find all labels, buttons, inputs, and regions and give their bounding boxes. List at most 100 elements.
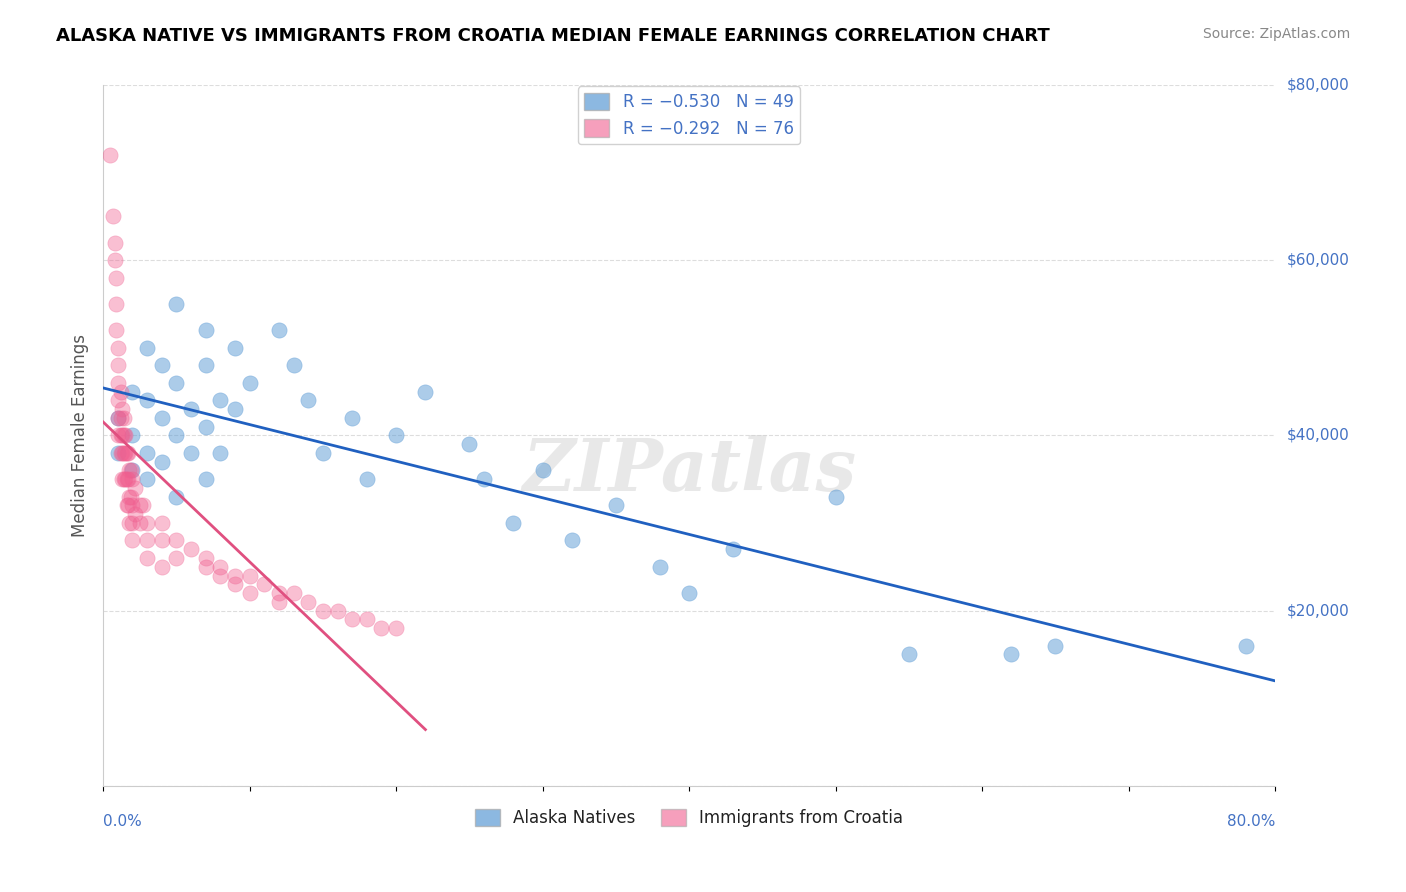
- Point: [267, 323, 290, 337]
- Point: [356, 472, 378, 486]
- Point: [605, 499, 627, 513]
- Point: [112, 428, 135, 442]
- Point: [136, 472, 159, 486]
- Point: [103, 210, 125, 224]
- Point: [150, 559, 173, 574]
- Point: [118, 463, 141, 477]
- Point: [239, 376, 262, 390]
- Point: [458, 437, 481, 451]
- Point: [124, 507, 146, 521]
- Point: [312, 604, 335, 618]
- Point: [121, 499, 143, 513]
- Text: $80,000: $80,000: [1286, 78, 1350, 93]
- Point: [110, 428, 132, 442]
- Point: [165, 490, 187, 504]
- Point: [312, 446, 335, 460]
- Point: [136, 533, 159, 548]
- Point: [111, 428, 134, 442]
- Point: [107, 359, 129, 373]
- Point: [165, 428, 187, 442]
- Legend: Alaska Natives, Immigrants from Croatia: Alaska Natives, Immigrants from Croatia: [468, 802, 910, 833]
- Point: [239, 568, 262, 582]
- Point: [283, 359, 305, 373]
- Point: [1045, 639, 1067, 653]
- Text: $20,000: $20,000: [1286, 603, 1350, 618]
- Point: [165, 551, 187, 566]
- Text: 80.0%: 80.0%: [1226, 814, 1275, 829]
- Point: [114, 472, 136, 486]
- Point: [283, 586, 305, 600]
- Point: [356, 612, 378, 626]
- Point: [267, 595, 290, 609]
- Point: [165, 376, 187, 390]
- Point: [128, 516, 150, 530]
- Point: [150, 410, 173, 425]
- Point: [150, 516, 173, 530]
- Point: [136, 516, 159, 530]
- Point: [209, 568, 232, 582]
- Point: [115, 499, 138, 513]
- Point: [180, 542, 202, 557]
- Text: ZIPatlas: ZIPatlas: [522, 435, 856, 506]
- Point: [111, 402, 134, 417]
- Point: [115, 446, 138, 460]
- Point: [1234, 639, 1257, 653]
- Point: [385, 428, 408, 442]
- Point: [253, 577, 276, 591]
- Point: [267, 586, 290, 600]
- Point: [105, 270, 128, 285]
- Point: [721, 542, 744, 557]
- Point: [209, 446, 232, 460]
- Point: [224, 568, 246, 582]
- Point: [104, 235, 127, 250]
- Point: [128, 499, 150, 513]
- Point: [340, 612, 363, 626]
- Point: [824, 490, 846, 504]
- Point: [678, 586, 700, 600]
- Point: [150, 533, 173, 548]
- Point: [297, 393, 319, 408]
- Point: [107, 410, 129, 425]
- Point: [502, 516, 524, 530]
- Point: [194, 419, 217, 434]
- Point: [118, 516, 141, 530]
- Point: [107, 428, 129, 442]
- Point: [107, 341, 129, 355]
- Point: [111, 472, 134, 486]
- Point: [121, 472, 143, 486]
- Point: [194, 472, 217, 486]
- Point: [110, 410, 132, 425]
- Point: [194, 551, 217, 566]
- Point: [105, 323, 128, 337]
- Point: [117, 472, 139, 486]
- Point: [124, 481, 146, 495]
- Point: [180, 446, 202, 460]
- Y-axis label: Median Female Earnings: Median Female Earnings: [72, 334, 89, 537]
- Point: [104, 253, 127, 268]
- Point: [1000, 648, 1022, 662]
- Text: Source: ZipAtlas.com: Source: ZipAtlas.com: [1202, 27, 1350, 41]
- Point: [117, 446, 139, 460]
- Point: [117, 499, 139, 513]
- Point: [194, 559, 217, 574]
- Point: [136, 393, 159, 408]
- Point: [100, 148, 122, 162]
- Text: $60,000: $60,000: [1286, 252, 1350, 268]
- Point: [224, 577, 246, 591]
- Point: [111, 446, 134, 460]
- Point: [561, 533, 583, 548]
- Point: [415, 384, 437, 399]
- Point: [114, 428, 136, 442]
- Point: [180, 402, 202, 417]
- Point: [107, 446, 129, 460]
- Text: ALASKA NATIVE VS IMMIGRANTS FROM CROATIA MEDIAN FEMALE EARNINGS CORRELATION CHAR: ALASKA NATIVE VS IMMIGRANTS FROM CROATIA…: [56, 27, 1050, 45]
- Point: [107, 410, 129, 425]
- Point: [209, 559, 232, 574]
- Point: [120, 463, 142, 477]
- Point: [224, 341, 246, 355]
- Point: [136, 341, 159, 355]
- Point: [112, 472, 135, 486]
- Point: [121, 384, 143, 399]
- Point: [472, 472, 495, 486]
- Point: [107, 393, 129, 408]
